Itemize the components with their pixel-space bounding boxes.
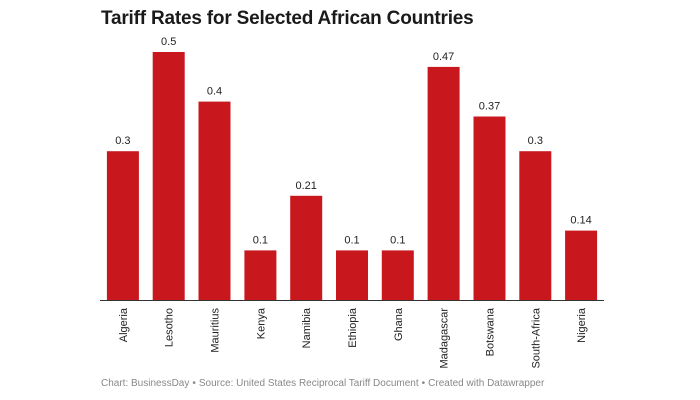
bar-kenya (244, 250, 277, 300)
bar-mauritius (198, 101, 231, 300)
value-labels-layer: 0.3 0.5 0.4 0.1 0.21 0.1 0.1 0.47 0.37 0.3 0.14 (115, 36, 592, 246)
footer-separator: • (192, 378, 196, 389)
bar-lesotho (152, 52, 185, 300)
value-label-madagascar: 0.47 (433, 51, 454, 63)
footer-separator: • (421, 378, 426, 389)
bar-nigeria (565, 230, 598, 300)
value-label-botswana: 0.37 (479, 101, 500, 113)
bar-ethiopia (336, 250, 368, 300)
value-label-nigeria: 0.14 (570, 215, 591, 227)
tick-label-namibia: Namibia (301, 307, 313, 348)
bars-layer (106, 52, 598, 301)
tick-label-kenya: Kenya (255, 307, 267, 339)
bar-ghana (381, 250, 414, 300)
value-label-algeria: 0.3 (115, 135, 130, 147)
tick-label-botswana: Botswana (485, 307, 497, 356)
tick-label-lesotho: Lesotho (164, 308, 176, 347)
bar-south-africa (519, 151, 552, 300)
chart-footer: Chart: BusinessDay • Source: United States… (101, 378, 544, 389)
tick-label-mauritius: Mauritius (210, 308, 222, 353)
tick-label-nigeria: Nigeria (576, 307, 588, 343)
value-label-ethiopia: 0.1 (344, 234, 359, 246)
value-label-lesotho: 0.5 (161, 36, 176, 48)
bar-madagascar (427, 66, 460, 301)
tick-label-madagascar: Madagascar (439, 308, 451, 369)
value-label-ghana: 0.1 (390, 234, 405, 246)
chart-created-with: Created with Datawrapper (428, 378, 545, 389)
chart-credit: Chart: BusinessDay (101, 378, 190, 389)
bar-algeria (106, 151, 139, 300)
bar-namibia (290, 195, 323, 300)
tick-labels-layer: Algeria Lesotho Mauritius Kenya Namibia Ethio… (118, 307, 588, 368)
chart-source: Source: United States Reciprocal Tariff … (198, 378, 419, 389)
bar-botswana (473, 116, 506, 300)
value-label-mauritius: 0.4 (207, 86, 222, 98)
chart-title: Tariff Rates for Selected African Countr… (101, 8, 474, 29)
tick-label-algeria: Algeria (118, 307, 130, 342)
value-label-kenya: 0.1 (253, 234, 268, 246)
value-label-south-africa: 0.3 (528, 135, 543, 147)
tick-label-ethiopia: Ethiopia (347, 307, 359, 348)
tick-label-ghana: Ghana (393, 307, 405, 341)
value-label-namibia: 0.21 (295, 180, 316, 192)
tick-label-south-africa: South-Africa (530, 307, 542, 368)
